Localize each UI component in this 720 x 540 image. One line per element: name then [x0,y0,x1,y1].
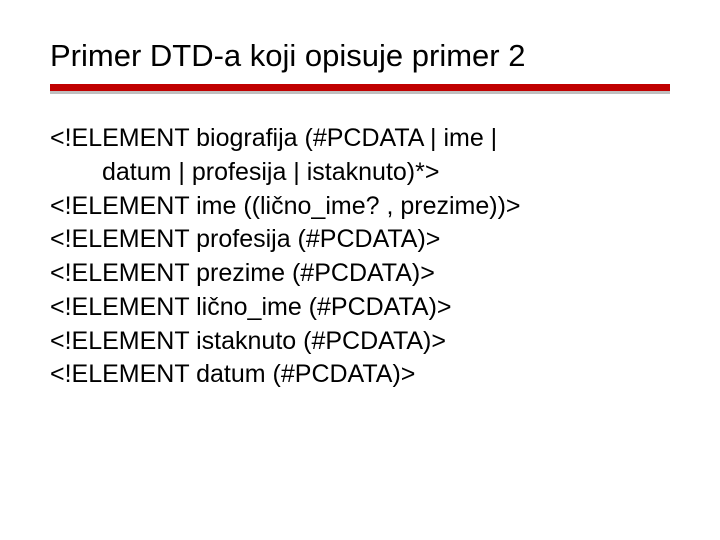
underline-red-bar [50,84,670,91]
body-line: <!ELEMENT istaknuto (#PCDATA)> [50,325,670,359]
title-underline [50,84,670,94]
slide: Primer DTD-a koji opisuje primer 2 <!ELE… [0,0,720,540]
body-line: <!ELEMENT ime ((lično_ime? , prezime))> [50,190,670,224]
underline-shadow-bar [50,91,670,94]
body-line: <!ELEMENT profesija (#PCDATA)> [50,223,670,257]
body-line: <!ELEMENT prezime (#PCDATA)> [50,257,670,291]
body-line: <!ELEMENT biografija (#PCDATA | ime | [50,122,670,156]
body-line: <!ELEMENT lično_ime (#PCDATA)> [50,291,670,325]
body-line: <!ELEMENT datum (#PCDATA)> [50,358,670,392]
body-line: datum | profesija | istaknuto)*> [50,156,670,190]
body-text: <!ELEMENT biografija (#PCDATA | ime |dat… [50,122,670,392]
slide-title: Primer DTD-a koji opisuje primer 2 [50,38,670,74]
